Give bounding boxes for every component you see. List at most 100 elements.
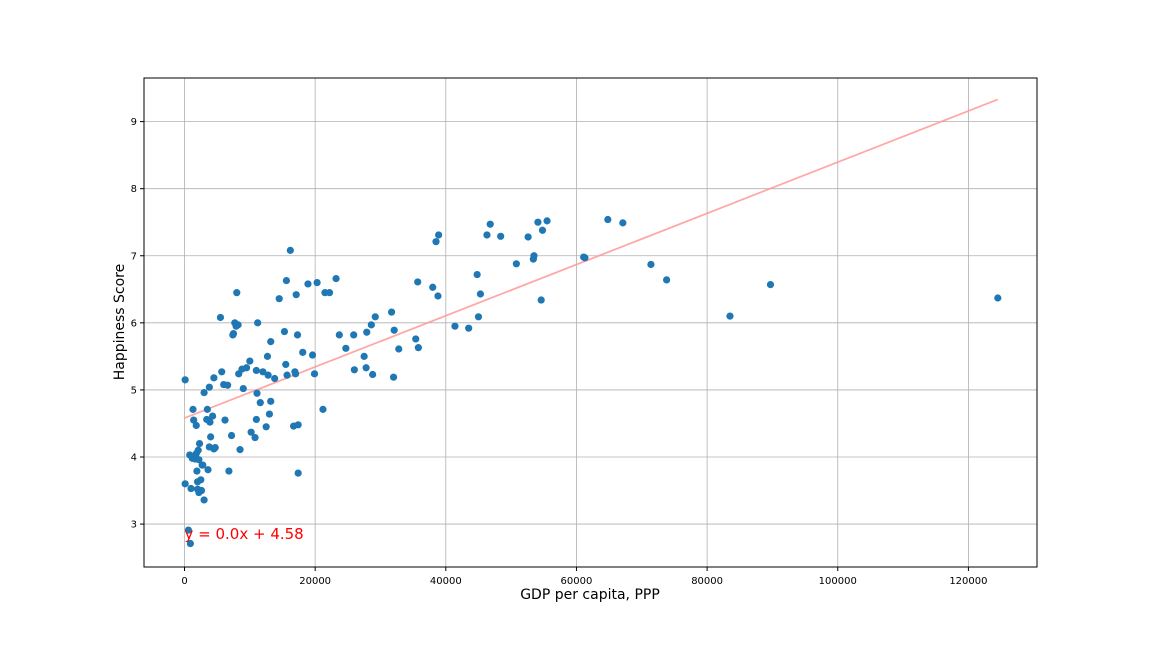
x-tick-label: 0 (181, 576, 187, 587)
data-point (332, 274, 340, 283)
data-point (538, 226, 547, 234)
data-point (282, 276, 291, 285)
data-point (239, 384, 247, 393)
data-point (263, 352, 272, 360)
data-point (262, 423, 270, 431)
data-point (412, 335, 420, 343)
data-point (350, 366, 358, 374)
data-point (371, 313, 379, 321)
data-point (252, 415, 260, 424)
data-point (369, 370, 377, 379)
data-point (363, 328, 371, 336)
data-point (233, 289, 241, 297)
data-point (524, 233, 532, 241)
data-point (726, 312, 734, 320)
data-point (350, 331, 358, 339)
data-point (451, 322, 459, 330)
data-point (647, 260, 655, 269)
data-point (264, 371, 272, 379)
data-point (205, 383, 213, 391)
data-point (190, 416, 198, 424)
data-point (283, 371, 291, 379)
data-point (313, 278, 321, 287)
data-point (663, 276, 671, 284)
data-point (259, 368, 267, 376)
x-tick-label: 120000 (949, 576, 987, 587)
data-point (581, 254, 589, 262)
y-tick-label: 5 (131, 385, 137, 396)
data-point (512, 260, 520, 268)
data-point (292, 291, 300, 299)
data-point (271, 374, 279, 383)
data-point (766, 281, 775, 289)
data-point (293, 331, 302, 339)
data-point (537, 296, 545, 304)
trendline-layer (184, 98, 999, 419)
data-point (247, 428, 255, 436)
y-tick-label: 7 (131, 251, 137, 262)
data-point (197, 476, 205, 484)
data-point (203, 405, 211, 413)
data-point (619, 219, 627, 227)
x-tick-label: 20000 (299, 576, 331, 587)
regression-equation: y = 0.0x + 4.58 (185, 525, 304, 543)
data-point (304, 280, 312, 288)
x-tick-label: 100000 (819, 576, 857, 587)
data-point (224, 381, 232, 389)
data-point (286, 246, 294, 254)
data-point (291, 370, 300, 378)
x-tick-label: 60000 (561, 576, 593, 587)
data-point (192, 421, 200, 430)
data-point (211, 444, 219, 452)
data-point (197, 486, 206, 495)
data-point (294, 469, 302, 477)
scatter-points (181, 215, 1002, 548)
data-point (204, 466, 212, 474)
data-point (199, 461, 207, 469)
data-point (267, 338, 275, 346)
data-point (242, 364, 251, 372)
data-point (299, 348, 307, 356)
data-point (474, 313, 483, 321)
data-point (265, 410, 274, 418)
data-point (414, 344, 422, 352)
data-point (310, 370, 319, 378)
data-point (267, 397, 275, 405)
data-point (994, 294, 1002, 302)
data-point (254, 319, 262, 327)
data-point (325, 289, 334, 297)
data-point (294, 421, 302, 429)
y-tick-label: 4 (131, 452, 137, 463)
data-point (216, 313, 225, 322)
grid-lines (144, 78, 1037, 567)
data-point (207, 433, 215, 441)
data-point (210, 374, 218, 382)
data-point (342, 344, 350, 352)
x-ticks: 0 20000 40000 60000 80000 100000 120000 (181, 567, 988, 587)
data-point (497, 232, 505, 240)
data-point (187, 484, 195, 493)
data-point (395, 345, 403, 353)
data-point (476, 290, 485, 298)
data-point (280, 327, 289, 336)
data-point (308, 351, 317, 359)
data-point (432, 238, 440, 246)
data-point (390, 326, 398, 334)
y-ticks: 3 4 5 6 7 8 9 (131, 117, 144, 531)
data-point (181, 480, 189, 488)
data-point (189, 405, 197, 413)
y-tick-label: 9 (131, 117, 137, 128)
data-point (181, 376, 189, 384)
data-point (389, 373, 398, 381)
data-point (251, 433, 259, 442)
data-point (473, 270, 481, 279)
data-point (530, 252, 538, 260)
data-point (227, 431, 236, 440)
data-point (435, 231, 443, 239)
data-point (465, 324, 473, 332)
y-axis-title: Happiness Score (112, 264, 128, 381)
data-point (225, 467, 233, 475)
data-point (360, 352, 368, 360)
